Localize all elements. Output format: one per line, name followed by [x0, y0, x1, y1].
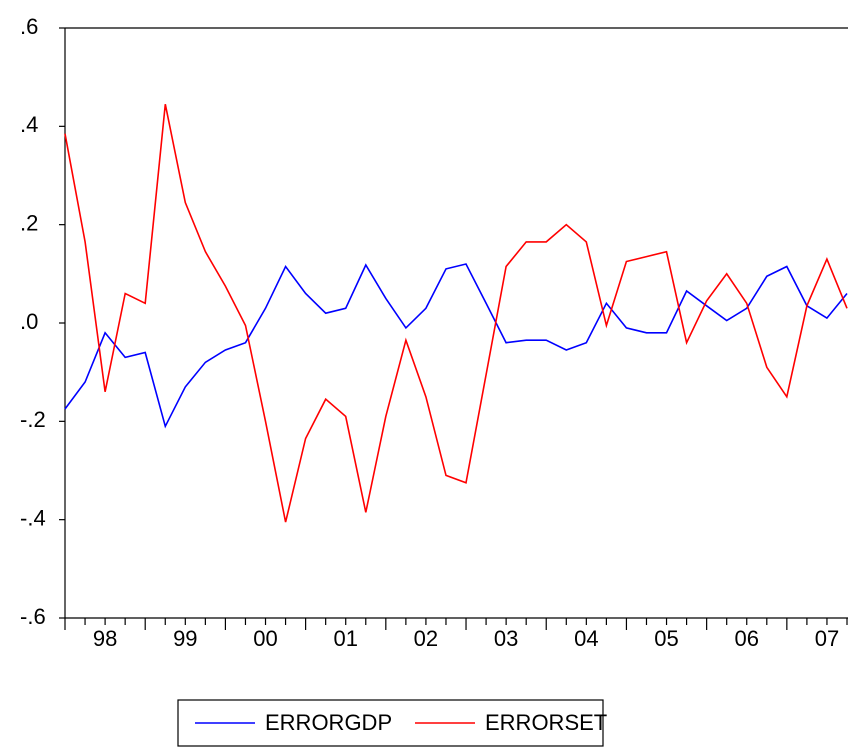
- legend-label: ERRORSET: [485, 710, 607, 735]
- x-tick-label: 99: [173, 626, 197, 651]
- y-tick-label: -.2: [20, 407, 46, 432]
- x-tick-label: 05: [654, 626, 678, 651]
- x-tick-label: 02: [414, 626, 438, 651]
- x-tick-label: 04: [574, 626, 598, 651]
- series-line: [65, 104, 847, 522]
- y-tick-label: -.6: [20, 604, 46, 629]
- chart: -.6 -.4 -.2 .0 .2 .4 .6 98 99 00 01 02 03 04 05 06 07 ERR…: [0, 0, 848, 751]
- x-tick-label: 98: [93, 626, 117, 651]
- legend-label: ERRORGDP: [265, 710, 392, 735]
- x-tick-label: 07: [815, 626, 839, 651]
- y-tick-label: .4: [20, 112, 38, 137]
- series-line: [65, 264, 847, 426]
- x-tick-label: 01: [333, 626, 357, 651]
- y-tick-label: .2: [20, 210, 38, 235]
- x-tick-label: 06: [735, 626, 759, 651]
- x-tick-label: 00: [253, 626, 277, 651]
- x-tick-label: 03: [494, 626, 518, 651]
- y-tick-label: .0: [20, 309, 38, 334]
- y-tick-label: -.4: [20, 505, 46, 530]
- y-tick-label: .6: [20, 14, 38, 39]
